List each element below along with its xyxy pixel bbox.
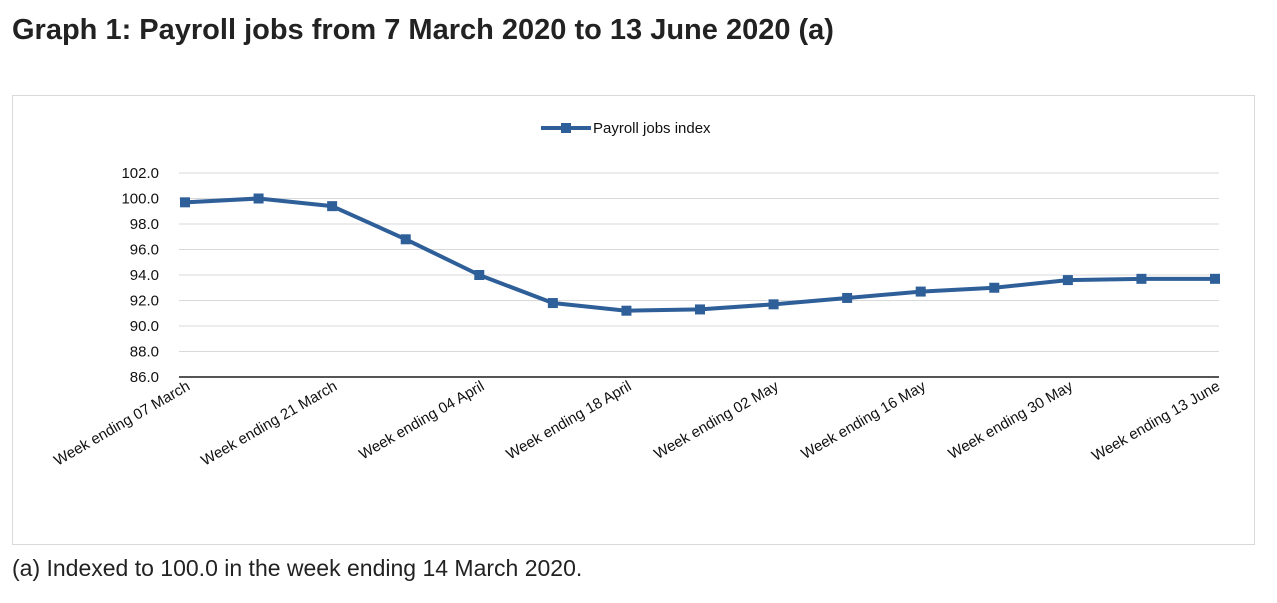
x-tick-label: Week ending 30 May [946,377,1077,462]
y-tick-label: 100.0 [121,191,159,208]
data-point [621,305,632,316]
y-tick-label: 102.0 [121,165,159,182]
series [180,193,1220,316]
data-point [327,201,338,212]
data-point [1136,273,1147,284]
x-tick-label: Week ending 13 June [1089,378,1223,465]
x-tick-label: Week ending 04 April [356,378,487,463]
x-tick-label: Week ending 18 April [503,378,634,463]
data-point [180,197,190,208]
data-point [547,298,558,309]
y-axis: 102.0 100.0 98.0 96.0 94.0 92.0 90.0 88.0 86.0 [121,165,159,386]
data-point [915,286,926,297]
legend: Payroll jobs index [541,120,711,137]
gridlines [179,172,1219,352]
y-tick-label: 88.0 [130,344,159,361]
legend-marker [561,123,571,133]
data-point [842,292,853,303]
x-tick-label: Week ending 21 March [198,378,340,470]
chart-area: 102.0 100.0 98.0 96.0 94.0 92.0 90.0 88.0 86.0 W… [12,95,1255,545]
y-tick-label: 90.0 [130,318,159,335]
data-point [989,282,1000,293]
x-tick-label: Week ending 02 May [651,377,782,462]
data-point [253,193,264,204]
x-tick-label: Week ending 07 March [51,378,193,470]
y-tick-label: 86.0 [130,369,159,386]
footnote: (a) Indexed to 100.0 in the week ending … [12,555,583,581]
y-tick-label: 96.0 [130,242,159,259]
x-axis: Week ending 07 March Week ending 21 March… [51,376,1223,470]
data-point [400,234,411,245]
data-point [474,270,485,280]
data-point [768,299,779,310]
data-point [1062,275,1073,286]
line-chart: 102.0 100.0 98.0 96.0 94.0 92.0 90.0 88.0 86.0 W… [51,120,1223,470]
page-title: Graph 1: Payroll jobs from 7 March 2020 … [12,14,834,46]
y-tick-label: 94.0 [130,267,159,284]
y-tick-label: 92.0 [130,293,159,310]
data-point [1210,273,1220,284]
x-tick-label: Week ending 16 May [798,377,929,462]
data-point [695,304,705,315]
legend-label: Payroll jobs index [593,120,711,137]
y-tick-label: 98.0 [130,216,159,233]
series-line [183,196,1217,313]
